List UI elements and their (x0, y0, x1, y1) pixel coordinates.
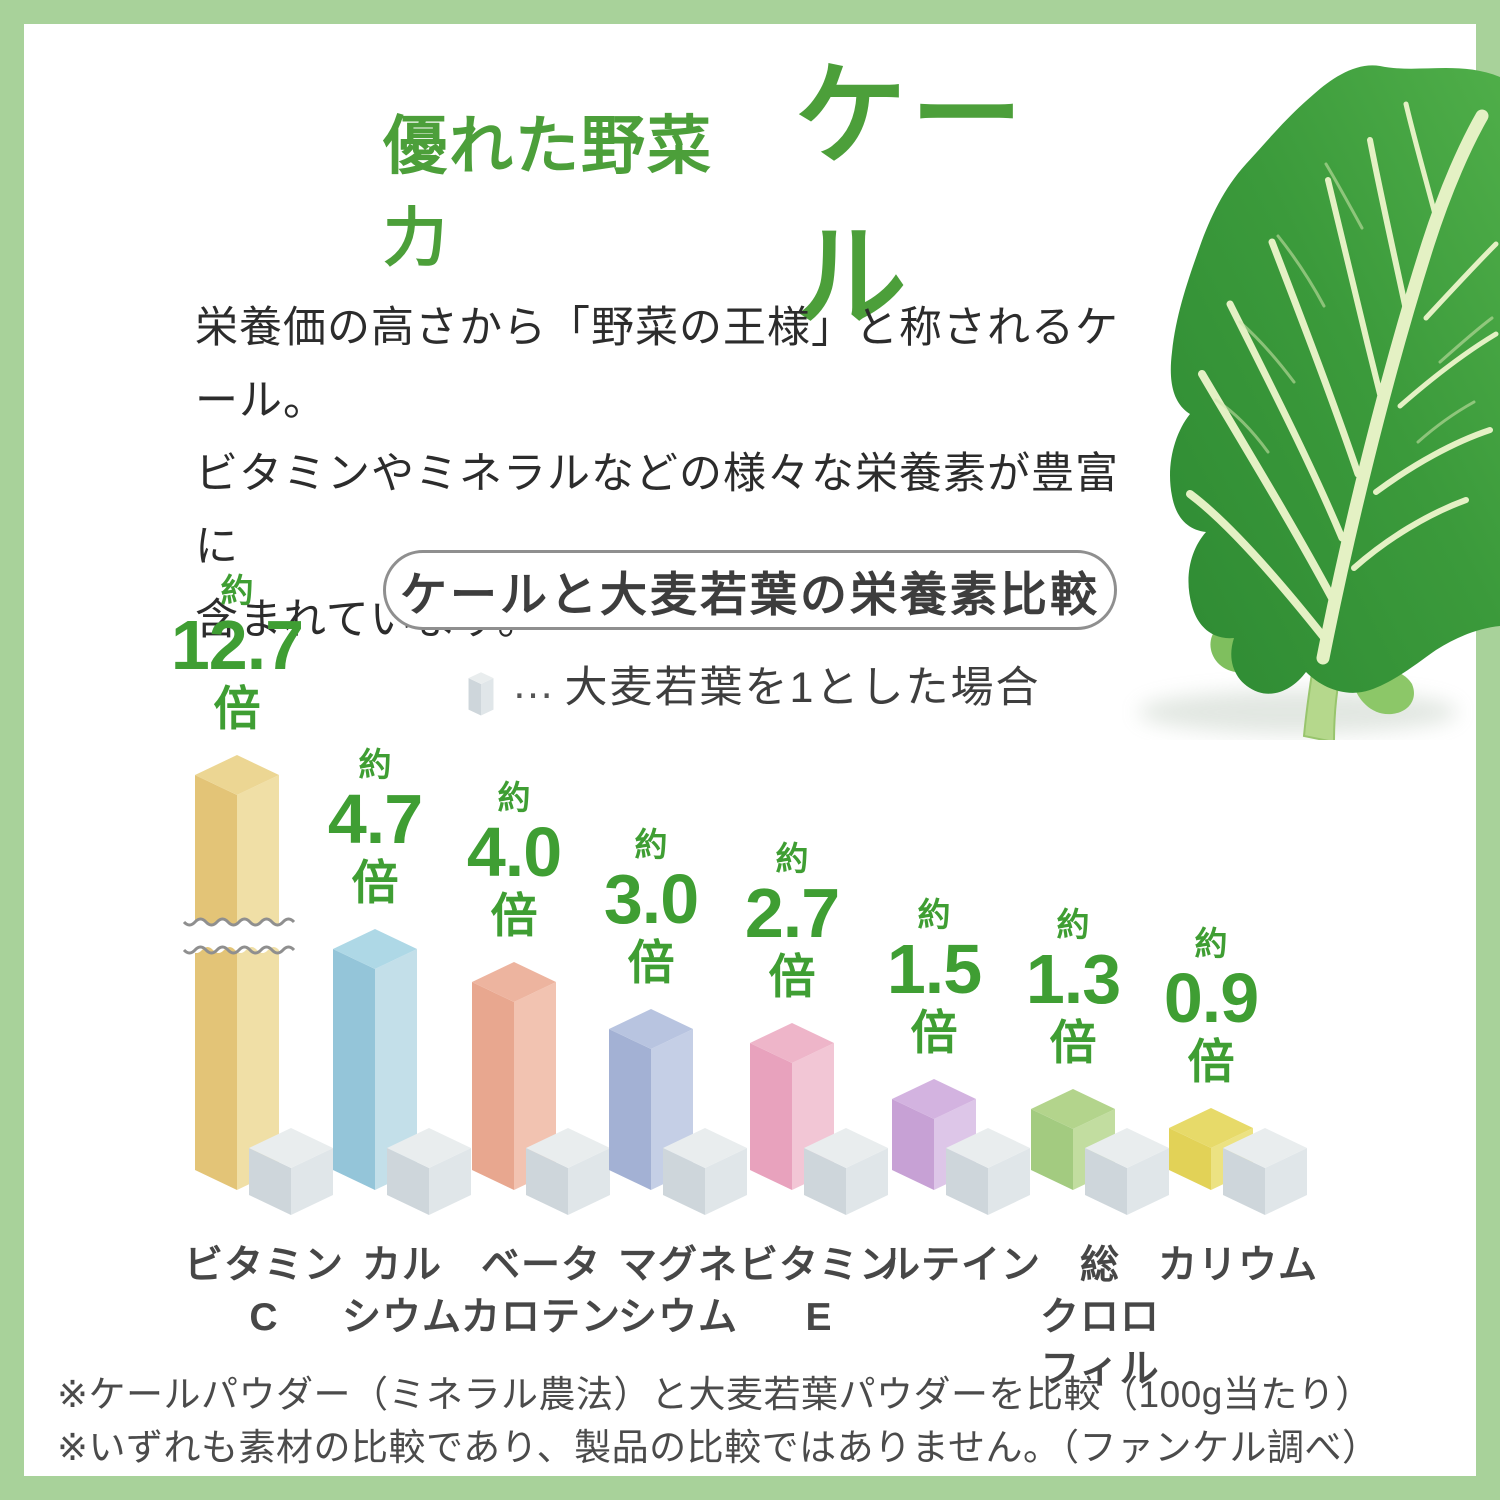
face-left (468, 678, 481, 716)
face-right (568, 1148, 610, 1215)
face-top (472, 962, 556, 1002)
kale-bar (472, 962, 556, 1190)
face-top (1169, 1108, 1253, 1148)
bar-value-label: 約 4.0 倍 (466, 779, 562, 942)
footnote-line: ※いずれも素材の比較であり、製品の比較ではありません。（ファンケル調べ） (57, 1427, 1380, 1468)
face-top (249, 1128, 333, 1168)
face-right (1127, 1148, 1169, 1215)
barley-reference-cube (804, 1128, 888, 1215)
legend-ellipsis: … (511, 659, 555, 708)
footnotes: ※ケールパウダー（ミネラル農法）と大麦若葉パウダーを比較（100g当たり） ※い… (57, 1368, 1447, 1474)
face-top (892, 1079, 976, 1119)
kale-leaf-image (1118, 22, 1500, 744)
face-top (1085, 1128, 1169, 1168)
face-left (526, 1148, 568, 1215)
face-left (333, 949, 375, 1190)
intro-text: 栄養価の高さから「野菜の王様」と称されるケール。 ビタミンやミネラルなどの様々な… (195, 292, 1155, 657)
kale-bar (333, 929, 417, 1190)
face-left (892, 1099, 934, 1190)
face-top (609, 1009, 693, 1049)
face-left (387, 1148, 429, 1215)
face-top (946, 1128, 1030, 1168)
bar-value-label: 約 0.9 倍 (1163, 925, 1259, 1088)
bar-value-label: 約 3.0 倍 (603, 826, 699, 989)
page-title-prefix: 優れた野菜力 (383, 110, 713, 274)
barley-cube-icon (468, 672, 493, 716)
bar-category-label: ベータ カロテン (460, 1244, 621, 1339)
face-top (333, 929, 417, 969)
face-right (705, 1148, 747, 1215)
bar-category-label: マグネ シウム (617, 1244, 738, 1339)
barley-reference-cube (946, 1128, 1030, 1215)
page-title: 優れた野菜力 ケール (383, 53, 1123, 340)
intro-line: ビタミンやミネラルなどの様々な栄養素が豊富に (195, 450, 1119, 571)
barley-reference-cube (526, 1128, 610, 1215)
bar-value-label: 約 1.5 倍 (886, 896, 982, 1059)
face-top (526, 1128, 610, 1168)
chart-legend: … 大麦若葉を1とした場合 (383, 646, 1117, 722)
barley-reference-cube (249, 1128, 333, 1215)
bar-break-band (180, 919, 294, 953)
kale-bar (195, 755, 279, 1190)
face-left (609, 1029, 651, 1190)
face-top (1223, 1128, 1307, 1168)
footnote-line: ※ケールパウダー（ミネラル農法）と大麦若葉パウダーを比較（100g当たり） (57, 1374, 1373, 1415)
face-right (480, 678, 493, 716)
bar-category-label: 総クロロ フィル (1039, 1244, 1160, 1391)
face-left (946, 1148, 988, 1215)
face-left (1223, 1148, 1265, 1215)
face-left (195, 775, 237, 1190)
bar-break-wave (182, 945, 296, 955)
bar-category-label: ビタミン E (738, 1244, 899, 1339)
bar-value-label: 約 1.3 倍 (1025, 906, 1121, 1069)
kale-leaf-illustration (1138, 65, 1500, 744)
face-left (1085, 1148, 1127, 1215)
face-top (750, 1023, 834, 1063)
face-left (249, 1148, 291, 1215)
barley-reference-cube (1085, 1128, 1169, 1215)
face-right (514, 982, 556, 1190)
face-top (468, 672, 493, 684)
bar-category-label: カル シウム (341, 1244, 462, 1339)
face-right (1265, 1148, 1307, 1215)
face-right (375, 949, 417, 1190)
bar-category-label: ビタミン C (183, 1244, 344, 1339)
face-right (846, 1148, 888, 1215)
page-title-main: ケール (794, 53, 1027, 340)
bar-break-wave (182, 917, 296, 927)
face-left (1169, 1128, 1211, 1190)
bar-value-label: 約 12.7 倍 (170, 572, 304, 735)
face-left (804, 1148, 846, 1215)
face-top (1031, 1089, 1115, 1129)
bar-value-label: 約 4.7 倍 (327, 746, 423, 909)
bar-value-label: 約 2.7 倍 (744, 840, 840, 1003)
face-top (195, 755, 279, 795)
face-left (472, 982, 514, 1190)
bar-category-label: ルテイン (880, 1244, 1041, 1287)
intro-line: 栄養価の高さから「野菜の王様」と称されるケール。 (195, 304, 1119, 425)
legend-label: 大麦若葉を1とした場合 (564, 664, 1041, 712)
barley-reference-cube (1223, 1128, 1307, 1215)
face-left (663, 1148, 705, 1215)
barley-reference-cube (663, 1128, 747, 1215)
barley-reference-cube (387, 1128, 471, 1215)
face-top (387, 1128, 471, 1168)
face-right (237, 775, 279, 1190)
face-right (291, 1148, 333, 1215)
face-top (663, 1128, 747, 1168)
bar-category-label: カリウム (1157, 1244, 1318, 1287)
face-right (988, 1148, 1030, 1215)
chart-title: ケールと大麦若葉の栄養素比較 (383, 550, 1117, 630)
face-right (429, 1148, 471, 1215)
face-top (804, 1128, 888, 1168)
face-left (1031, 1109, 1073, 1190)
legend-cube (468, 672, 493, 716)
face-left (750, 1043, 792, 1190)
